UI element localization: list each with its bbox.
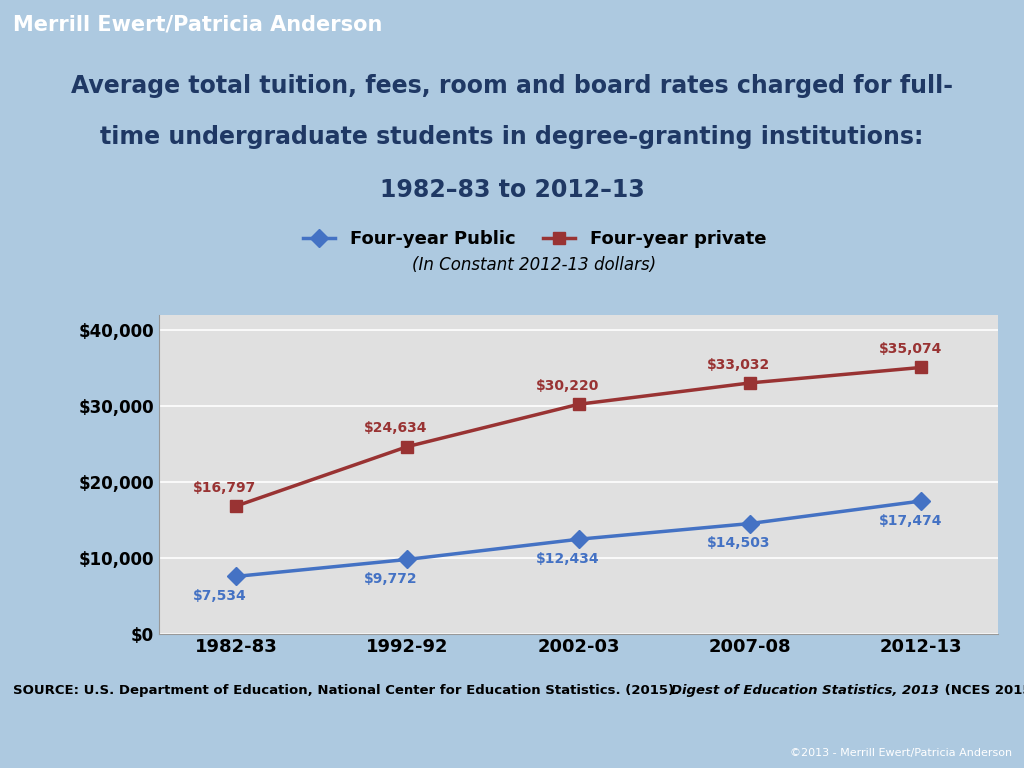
Text: time undergraduate students in degree-granting institutions:: time undergraduate students in degree-gr… — [100, 125, 924, 150]
Text: SOURCE: U.S. Department of Education, National Center for Education Statistics. : SOURCE: U.S. Department of Education, Na… — [13, 684, 684, 697]
Text: $30,220: $30,220 — [536, 379, 599, 393]
Text: $33,032: $33,032 — [708, 358, 770, 372]
Text: Merrill Ewert/Patricia Anderson: Merrill Ewert/Patricia Anderson — [13, 15, 383, 35]
Text: Average total tuition, fees, room and board rates charged for full-: Average total tuition, fees, room and bo… — [71, 74, 953, 98]
Legend: Four-year Public, Four-year private: Four-year Public, Four-year private — [296, 223, 773, 255]
Text: $17,474: $17,474 — [879, 514, 942, 528]
Text: $12,434: $12,434 — [536, 552, 599, 566]
Text: $9,772: $9,772 — [365, 572, 418, 586]
Text: 1982–83 to 2012–13: 1982–83 to 2012–13 — [380, 178, 644, 202]
Text: (In Constant 2012-13 dollars): (In Constant 2012-13 dollars) — [413, 256, 656, 274]
Text: $24,634: $24,634 — [365, 422, 428, 435]
Text: (NCES 2015-011).: (NCES 2015-011). — [940, 684, 1024, 697]
Text: ©2013 - Merrill Ewert/Patricia Anderson: ©2013 - Merrill Ewert/Patricia Anderson — [790, 747, 1012, 758]
Text: $14,503: $14,503 — [708, 536, 771, 551]
Text: $7,534: $7,534 — [193, 589, 247, 604]
Text: $35,074: $35,074 — [879, 342, 942, 356]
Text: Digest of Education Statistics, 2013: Digest of Education Statistics, 2013 — [671, 684, 939, 697]
Text: $16,797: $16,797 — [193, 481, 256, 495]
